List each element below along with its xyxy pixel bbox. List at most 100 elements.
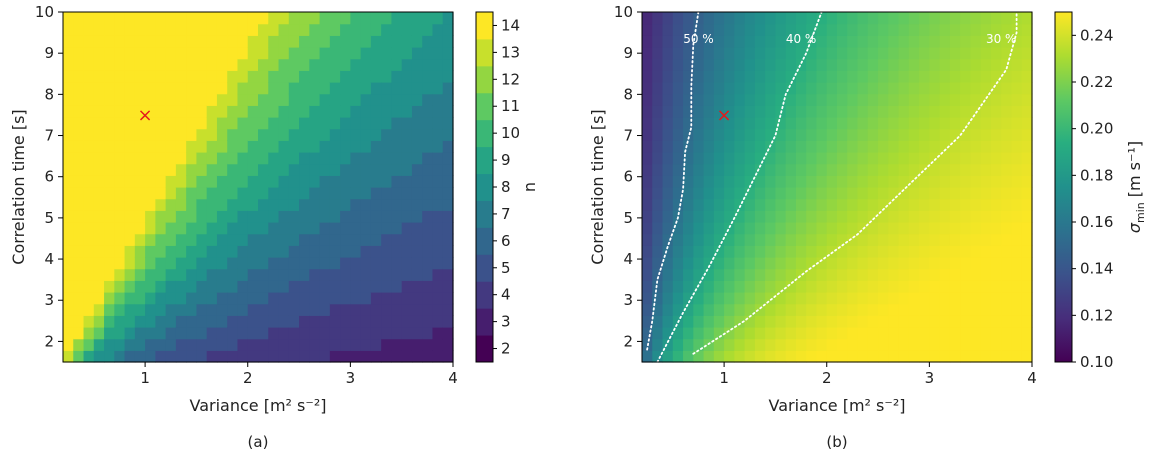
heatmap-cell [196,163,208,176]
heatmap-cell [847,82,859,95]
heatmap-cell [898,47,910,60]
heatmap-cell [816,140,828,153]
heatmap-cell [785,140,797,153]
heatmap-cell [63,93,74,106]
heatmap-cell [442,140,454,153]
heatmap-cell [247,128,259,141]
heatmap-cell [744,175,756,188]
heatmap-cell [898,163,910,176]
heatmap-cell [370,23,382,36]
heatmap-cell [908,292,920,305]
heatmap-cell [73,292,85,305]
heatmap-cell [826,152,838,165]
heatmap-cell [134,175,146,188]
heatmap-cell [662,175,674,188]
heatmap-cell [652,292,664,305]
heatmap-cell [329,303,341,316]
heatmap-cell [672,93,684,106]
heatmap-cell [165,268,177,281]
heatmap-cell [329,152,341,165]
heatmap-cell [340,140,351,153]
heatmap-cell [216,210,228,223]
heatmap-cell [857,163,869,176]
heatmap-cell [929,268,941,281]
heatmap-cell [165,93,177,106]
heatmap-cell [401,198,413,211]
heatmap-cell [1001,303,1013,316]
heatmap-cell [713,128,725,141]
heatmap-cell [237,303,249,316]
heatmap-cell [1001,338,1013,351]
heatmap-cell [908,245,920,258]
heatmap-cell [411,58,423,71]
heatmap-cell [63,187,74,200]
heatmap-cell [683,23,694,36]
heatmap-cell [114,140,126,153]
heatmap-cell [929,175,941,188]
heatmap-cell [919,82,930,95]
heatmap-cell [206,23,218,36]
heatmap-cell [442,268,454,281]
heatmap-cell [960,140,972,153]
heatmap-cell [898,175,910,188]
heatmap-cell [857,23,869,36]
heatmap-cell [806,117,818,130]
heatmap-cell [73,187,85,200]
heatmap-cell [662,82,674,95]
heatmap-cell [258,70,269,83]
heatmap-cell [442,350,454,363]
heatmap-cell [206,327,218,340]
heatmap-cell [360,105,372,118]
heatmap-cell [329,257,341,270]
heatmap-cell [278,128,290,141]
heatmap-cell [186,257,198,270]
heatmap-cell [83,175,95,188]
heatmap-cell [867,292,879,305]
heatmap-cell [401,93,413,106]
heatmap-cell [104,58,115,71]
heatmap-cell [391,47,403,60]
heatmap-cell [165,280,177,293]
heatmap-cell [196,58,208,71]
heatmap-cell [63,222,74,235]
heatmap-cell [652,163,664,176]
heatmap-cell [360,210,372,223]
heatmap-cell [411,303,423,316]
heatmap-cell [288,12,300,25]
heatmap-cell [960,58,972,71]
heatmap-cell [432,93,444,106]
heatmap-cell [990,338,1002,351]
heatmap-cell [432,82,444,95]
heatmap-cell [278,350,290,363]
heatmap-cell [350,315,362,328]
heatmap-cell [442,245,454,258]
heatmap-cell [795,338,807,351]
heatmap-cell [83,163,95,176]
heatmap-cell [196,257,208,270]
heatmap-cell [175,268,187,281]
heatmap-cell [165,210,177,223]
heatmap-cell [329,70,341,83]
heatmap-cell [990,280,1002,293]
heatmap-cell [1011,93,1023,106]
heatmap-cell [206,350,218,363]
heatmap-cell [857,70,869,83]
heatmap-cell [754,163,766,176]
heatmap-cell [442,257,454,270]
heatmap-cell [826,163,838,176]
heatmap-cell [867,222,879,235]
heatmap-cell [1021,315,1033,328]
heatmap-cell [713,222,725,235]
heatmap-cell [970,198,982,211]
heatmap-cell [867,268,879,281]
heatmap-cell [1011,233,1023,246]
heatmap-cell [340,163,351,176]
heatmap-cell [370,140,382,153]
heatmap-cell [206,105,218,118]
heatmap-cell [703,268,715,281]
heatmap-cell [83,257,95,270]
heatmap-cell [816,70,828,83]
heatmap-cell [970,70,982,83]
heatmap-cell [816,152,828,165]
